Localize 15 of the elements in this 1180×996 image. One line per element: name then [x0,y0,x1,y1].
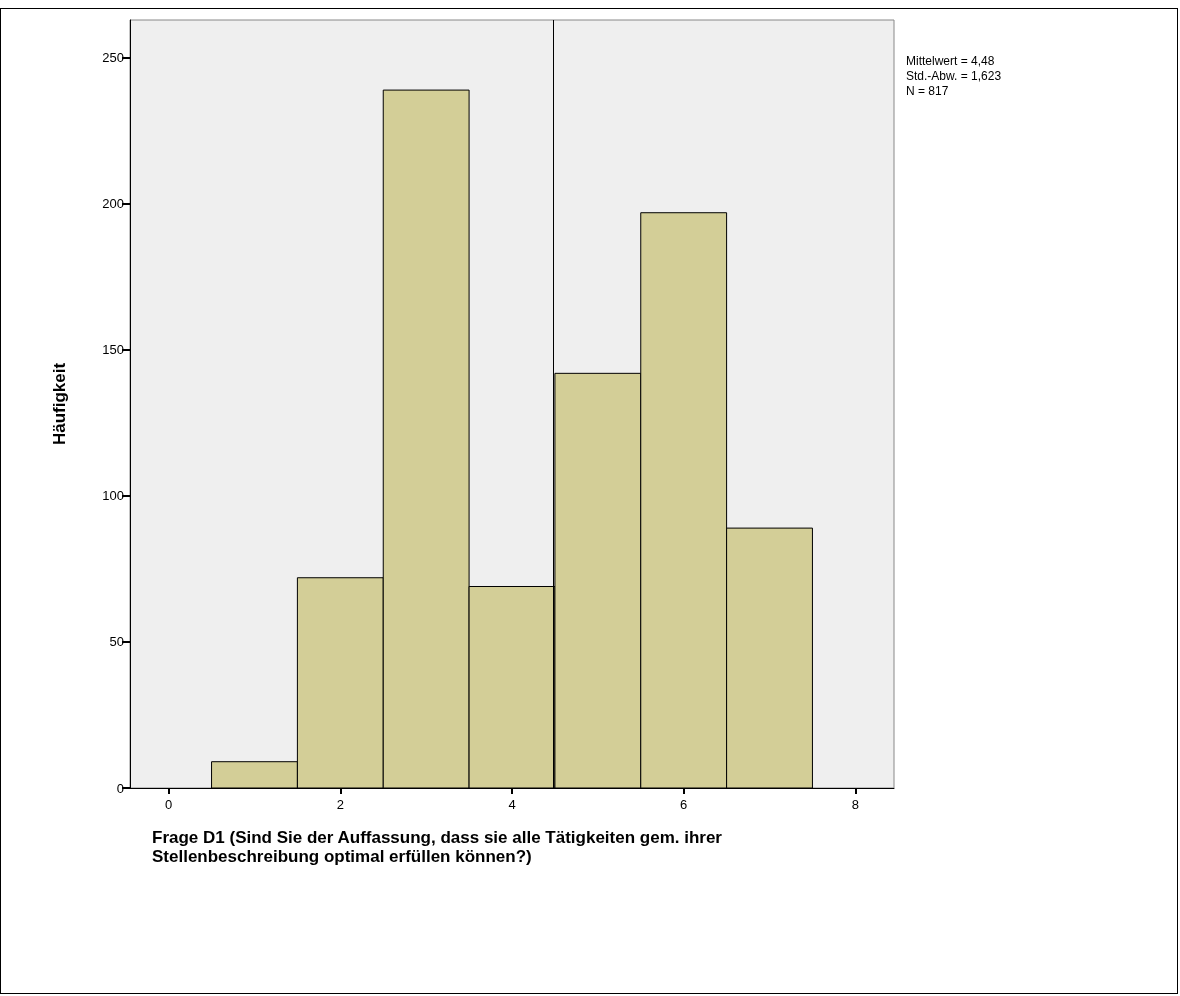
y-tick-label: 150 [102,342,124,358]
x-tick-label: 4 [508,797,516,812]
x-tick-label: 0 [165,797,173,812]
y-tick-label: 200 [102,196,124,212]
x-tick-label: 2 [336,797,344,812]
x-tick-label: 8 [851,797,859,812]
x-axis-title: Frage D1 (Sind Sie der Auffassung, dass sie alle Tätigkeiten gem. ihrer Stellenbeschreibung optimal erfüllen können?) [152,828,727,866]
text: N = 817 [906,84,949,98]
text: Mittelwert = 4,48 [906,54,995,68]
y-tick-label: 100 [102,488,124,504]
x-tick-label: 6 [680,797,688,812]
text: Std.-Abw. = 1,623 [906,69,1002,83]
y-tick-label: 250 [102,50,124,66]
y-axis-title: Häufigkeit [50,362,69,446]
y-tick-label: 50 [109,634,124,650]
